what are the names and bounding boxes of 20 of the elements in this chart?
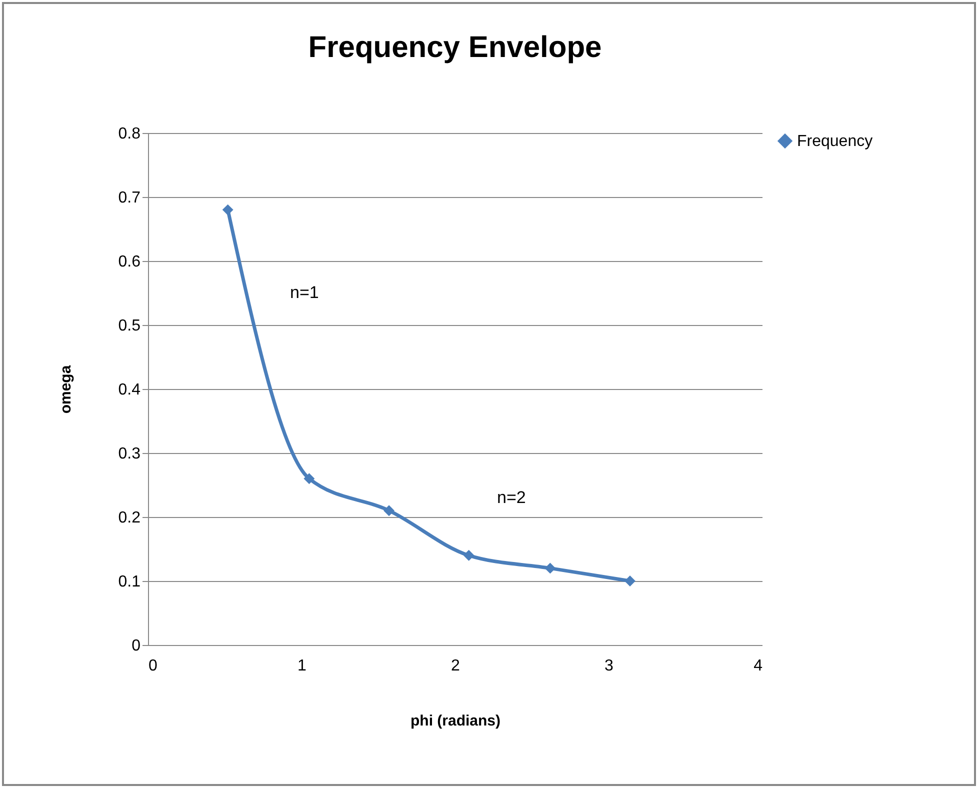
y-tick-label: 0.2 — [118, 510, 141, 526]
y-tick-label: 0.1 — [118, 574, 141, 590]
chart-title: Frequency Envelope — [308, 31, 602, 64]
x-tick-label: 0 — [148, 658, 158, 674]
y-axis-title: omega — [57, 364, 74, 414]
x-tick-label: 3 — [604, 658, 614, 674]
y-tick-label: 0.8 — [118, 126, 141, 142]
legend-label: Frequency — [797, 133, 873, 150]
y-tick-label: 0.4 — [118, 382, 141, 398]
y-tick-label: 0.7 — [118, 190, 141, 206]
annotation: n=2 — [497, 488, 526, 508]
x-axis-title: phi (radians) — [410, 712, 501, 730]
x-tick-label: 4 — [754, 658, 763, 674]
y-tick-label: 0.6 — [118, 254, 141, 270]
y-tick-label: 0 — [132, 638, 141, 654]
annotation: n=1 — [290, 283, 319, 303]
y-tick-label: 0.3 — [118, 446, 141, 462]
y-tick-label: 0.5 — [118, 318, 141, 334]
x-tick-label: 1 — [298, 658, 307, 674]
x-tick-label: 2 — [451, 658, 460, 674]
